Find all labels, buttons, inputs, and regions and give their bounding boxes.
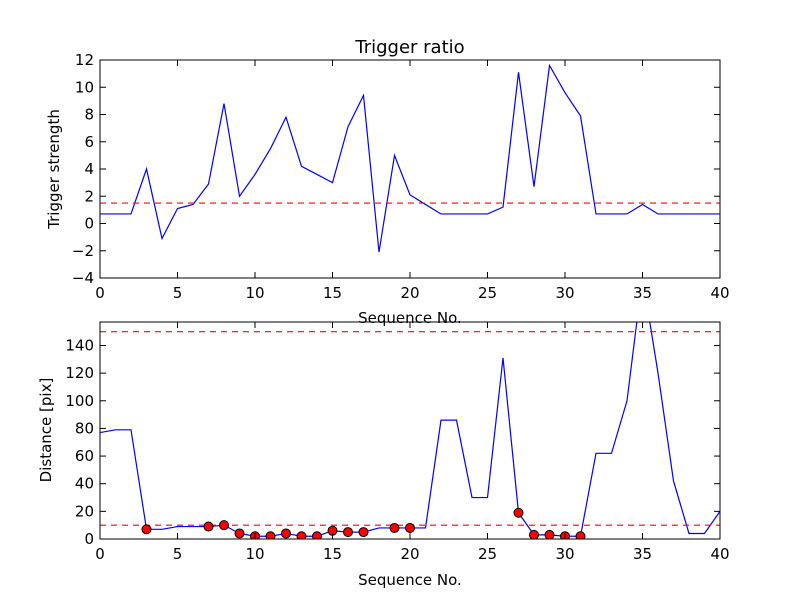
data-point bbox=[343, 527, 353, 538]
x-tick-label: 5 bbox=[173, 284, 183, 302]
y-tick-label: 6 bbox=[84, 133, 94, 151]
y-tick-label: 0 bbox=[84, 530, 94, 548]
y-tick-label: 100 bbox=[65, 392, 94, 410]
y-tick-label: 2 bbox=[84, 187, 94, 205]
x-tick-label: 10 bbox=[245, 545, 264, 563]
data-point bbox=[575, 531, 586, 539]
data-point bbox=[529, 529, 539, 539]
y-tick-label: 80 bbox=[75, 419, 94, 437]
y-tick-label: −2 bbox=[72, 242, 94, 260]
data-point bbox=[203, 521, 214, 532]
data-point bbox=[141, 524, 152, 535]
y-tick-label: 120 bbox=[65, 364, 94, 382]
x-tick-label: 10 bbox=[245, 284, 264, 302]
x-tick-label: 0 bbox=[95, 545, 105, 563]
data-point bbox=[389, 522, 400, 533]
x-tick-label: 25 bbox=[478, 545, 497, 563]
chart-title: Trigger ratio bbox=[354, 37, 464, 58]
x-tick-label: 30 bbox=[555, 545, 574, 563]
ticks-layer: 0 5 10 15 20 25 30 35 40 −4 −2 0 2 4 6 8 10 12 bbox=[72, 51, 730, 302]
data-point bbox=[513, 507, 524, 518]
data-point bbox=[312, 531, 322, 539]
data-point bbox=[219, 520, 229, 531]
data-point bbox=[281, 528, 291, 539]
data-point bbox=[405, 522, 415, 533]
y-tick-label: −4 bbox=[72, 269, 94, 287]
x-tick-label: 20 bbox=[400, 284, 419, 302]
data-point bbox=[296, 531, 307, 539]
trigger-ratio-panel: Trigger ratio 0 5 10 15 20 25 30 35 40 −4 −2 0 2 4 6 8 1… bbox=[45, 37, 730, 327]
x-tick-label: 20 bbox=[400, 545, 419, 563]
distance-panel: 0 5 10 15 20 25 30 35 40 0 20 40 60 80 100 120 140 Seque… bbox=[37, 321, 730, 589]
y-tick-label: 40 bbox=[75, 475, 94, 493]
y-tick-label: 8 bbox=[84, 106, 94, 124]
x-tick-label: 25 bbox=[478, 284, 497, 302]
series-layer bbox=[100, 63, 720, 253]
data-point bbox=[358, 527, 369, 538]
y-tick-label: 10 bbox=[75, 78, 94, 96]
y-tick-label: 140 bbox=[65, 336, 94, 354]
x-tick-label: 0 bbox=[95, 284, 105, 302]
x-tick-label: 35 bbox=[633, 284, 652, 302]
x-tick-label: 40 bbox=[710, 545, 729, 563]
y-axis-label: Distance [pix] bbox=[37, 378, 55, 483]
data-point bbox=[265, 531, 276, 539]
y-tick-label: 0 bbox=[84, 215, 94, 233]
x-tick-label: 15 bbox=[323, 284, 342, 302]
ticks-layer: 0 5 10 15 20 25 30 35 40 0 20 40 60 80 100 120 140 bbox=[65, 322, 730, 563]
x-axis-label: Sequence No. bbox=[358, 571, 462, 589]
y-tick-label: 4 bbox=[84, 160, 94, 178]
y-tick-label: 60 bbox=[75, 447, 94, 465]
data-point bbox=[544, 529, 555, 539]
y-tick-label: 12 bbox=[75, 51, 94, 69]
data-point bbox=[234, 528, 245, 539]
series-line bbox=[100, 63, 720, 253]
x-tick-label: 40 bbox=[710, 284, 729, 302]
x-tick-label: 35 bbox=[633, 545, 652, 563]
y-tick-label: 20 bbox=[75, 502, 94, 520]
y-axis-label: Trigger strength bbox=[45, 109, 63, 230]
x-tick-label: 5 bbox=[173, 545, 183, 563]
x-tick-label: 30 bbox=[555, 284, 574, 302]
x-tick-label: 15 bbox=[323, 545, 342, 563]
